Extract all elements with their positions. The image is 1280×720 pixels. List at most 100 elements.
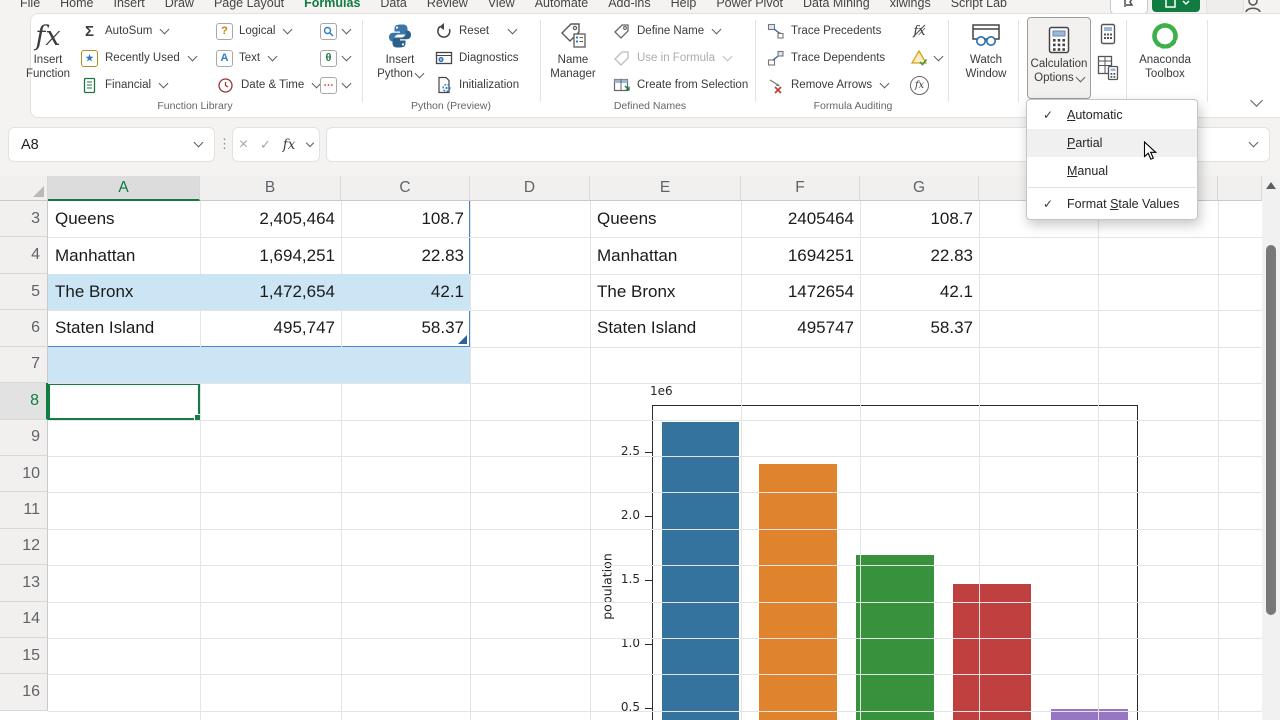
tab-automate[interactable]: Automate — [534, 0, 589, 10]
tab-file[interactable]: File — [20, 0, 41, 10]
cell[interactable]: 58.37 — [930, 318, 973, 338]
row-header-4[interactable]: 4 — [0, 237, 48, 274]
column-header-F[interactable]: F — [741, 176, 860, 201]
cell[interactable]: 495,747 — [273, 318, 335, 338]
cell[interactable]: 2,405,464 — [259, 209, 335, 229]
financial-button[interactable]: Financial — [80, 74, 169, 96]
define-name-button[interactable]: Define Name — [612, 20, 722, 42]
logical-button[interactable]: ? Logical — [216, 20, 293, 42]
enter-check-icon[interactable]: ✓ — [260, 136, 271, 152]
initialization-button[interactable]: Initialization — [434, 74, 519, 96]
row-header-12[interactable]: 12 — [0, 528, 48, 566]
tab-review[interactable]: Review — [426, 0, 468, 10]
column-header-G[interactable]: G — [860, 176, 979, 201]
cell[interactable]: Queens — [597, 209, 657, 229]
tab-formulas[interactable]: Formulas — [304, 0, 361, 10]
lookup-reference-button[interactable] — [320, 20, 352, 42]
cell[interactable]: Staten Island — [597, 318, 697, 338]
fill-handle[interactable] — [194, 413, 202, 422]
cell[interactable]: 58.37 — [421, 318, 464, 338]
menu-item-format-stale-values[interactable]: ✓ Format Stale Values — [1027, 190, 1197, 218]
vertical-scrollbar[interactable] — [1262, 176, 1280, 720]
tab-home[interactable]: Home — [60, 0, 94, 10]
row-header-13[interactable]: 13 — [0, 565, 48, 602]
scrollbar-thumb[interactable] — [1266, 245, 1276, 615]
cell[interactable]: Manhattan — [597, 245, 678, 265]
tab-power-pivot[interactable]: Power Pivot — [716, 0, 784, 10]
insert-python-button[interactable]: Insert Python — [374, 18, 426, 106]
tab-draw[interactable]: Draw — [164, 0, 194, 10]
cell[interactable]: 1472654 — [787, 282, 854, 302]
row-header-15[interactable]: 15 — [0, 638, 48, 675]
menu-item-partial[interactable]: Partial — [1027, 129, 1197, 157]
date-time-button[interactable]: Date & Time — [216, 74, 322, 96]
selected-cell-A8[interactable] — [48, 383, 202, 422]
column-header-D[interactable]: D — [470, 176, 590, 201]
expand-formula-bar-chevron-icon[interactable] — [1248, 137, 1259, 148]
error-checking-button[interactable] — [910, 47, 944, 69]
row-header-16[interactable]: 16 — [0, 674, 48, 711]
anaconda-toolbox-button[interactable]: Anaconda Toolbox — [1132, 18, 1198, 106]
reset-button[interactable]: Reset — [434, 20, 518, 42]
tab-script-lab[interactable]: Script Lab — [950, 0, 1007, 10]
tab-help[interactable]: Help — [670, 0, 697, 10]
cell[interactable]: 22.83 — [421, 245, 464, 265]
evaluate-formula-button[interactable]: fx — [910, 74, 929, 96]
menu-item-automatic[interactable]: ✓ Automatic — [1027, 101, 1197, 129]
column-header-E[interactable]: E — [590, 176, 741, 201]
cancel-icon[interactable]: × — [238, 135, 249, 153]
insert-function-button[interactable]: fx Insert Function — [24, 18, 72, 106]
watch-window-button[interactable]: Watch Window — [956, 18, 1016, 106]
tab-data[interactable]: Data — [380, 0, 407, 10]
create-from-selection-button[interactable]: Create from Selection — [612, 74, 748, 96]
cell[interactable]: 1,472,654 — [259, 282, 335, 302]
share-button[interactable] — [1152, 0, 1200, 12]
row-header-8[interactable]: 8 — [0, 383, 48, 420]
column-header-A[interactable]: A — [48, 176, 200, 201]
menu-item-manual[interactable]: Manual — [1027, 157, 1197, 185]
cell[interactable]: The Bronx — [55, 282, 134, 302]
name-manager-button[interactable]: Name Manager — [544, 18, 602, 106]
use-in-formula-button[interactable]: Use in Formula — [612, 47, 733, 69]
cell[interactable]: Queens — [55, 209, 115, 229]
row-header-14[interactable]: 14 — [0, 601, 48, 639]
more-functions-button[interactable]: ⋯ — [320, 74, 352, 96]
row-header-9[interactable]: 9 — [0, 419, 48, 456]
trace-precedents-button[interactable]: Trace Precedents — [766, 20, 881, 42]
tab-data-mining[interactable]: Data Mining — [803, 0, 870, 10]
row-header-10[interactable]: 10 — [0, 455, 48, 493]
cell[interactable]: 22.83 — [930, 245, 973, 265]
comments-button[interactable] — [1110, 0, 1148, 13]
math-trig-button[interactable]: θ — [320, 47, 352, 69]
row-header-5[interactable]: 5 — [0, 273, 48, 311]
row-header-3[interactable]: 3 — [0, 201, 48, 238]
tab-page-layout[interactable]: Page Layout — [213, 0, 285, 10]
cell[interactable]: 495747 — [797, 318, 854, 338]
calculate-now-button[interactable] — [1098, 23, 1118, 45]
cell[interactable]: The Bronx — [597, 282, 676, 302]
cell[interactable]: 42.1 — [939, 282, 973, 302]
column-header-C[interactable]: C — [341, 176, 470, 201]
recently-used-button[interactable]: ★ Recently Used — [80, 47, 198, 69]
cell[interactable]: 1694251 — [787, 245, 854, 265]
scroll-up-arrow-icon[interactable] — [1266, 182, 1276, 189]
cell[interactable]: Staten Island — [55, 318, 155, 338]
cell[interactable]: 108.7 — [421, 209, 464, 229]
cell[interactable]: 42.1 — [430, 282, 464, 302]
insert-function-fx-icon[interactable]: fx — [282, 136, 296, 153]
text-button[interactable]: A Text — [216, 47, 278, 69]
calculate-sheet-button[interactable] — [1096, 55, 1120, 81]
row-header-11[interactable]: 11 — [0, 492, 48, 529]
quick-action-button[interactable] — [1206, 0, 1244, 13]
cell[interactable]: Manhattan — [55, 245, 136, 265]
diagnostics-button[interactable]: Diagnostics — [434, 47, 518, 69]
tab-view[interactable]: View — [487, 0, 515, 10]
embedded-bar-chart[interactable]: 1e6 population 0.5 1.0 1.5 2.0 2.5 — [592, 376, 1178, 720]
tab-xlwings[interactable]: xlwings — [889, 0, 931, 10]
name-box[interactable]: A8 — [8, 127, 215, 162]
tab-insert[interactable]: Insert — [113, 0, 145, 10]
remove-arrows-button[interactable]: Remove Arrows — [766, 74, 890, 96]
column-header-B[interactable]: B — [200, 176, 341, 201]
trace-dependents-button[interactable]: Trace Dependents — [766, 47, 885, 69]
row-header-7[interactable]: 7 — [0, 346, 48, 384]
